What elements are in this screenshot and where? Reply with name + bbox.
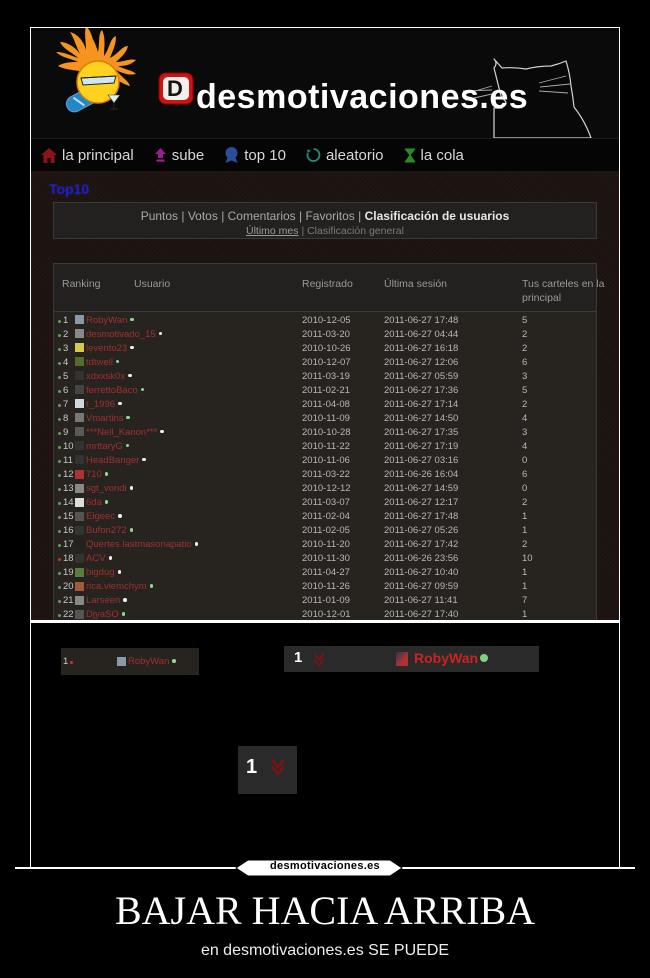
svg-text:D: D bbox=[167, 76, 183, 101]
